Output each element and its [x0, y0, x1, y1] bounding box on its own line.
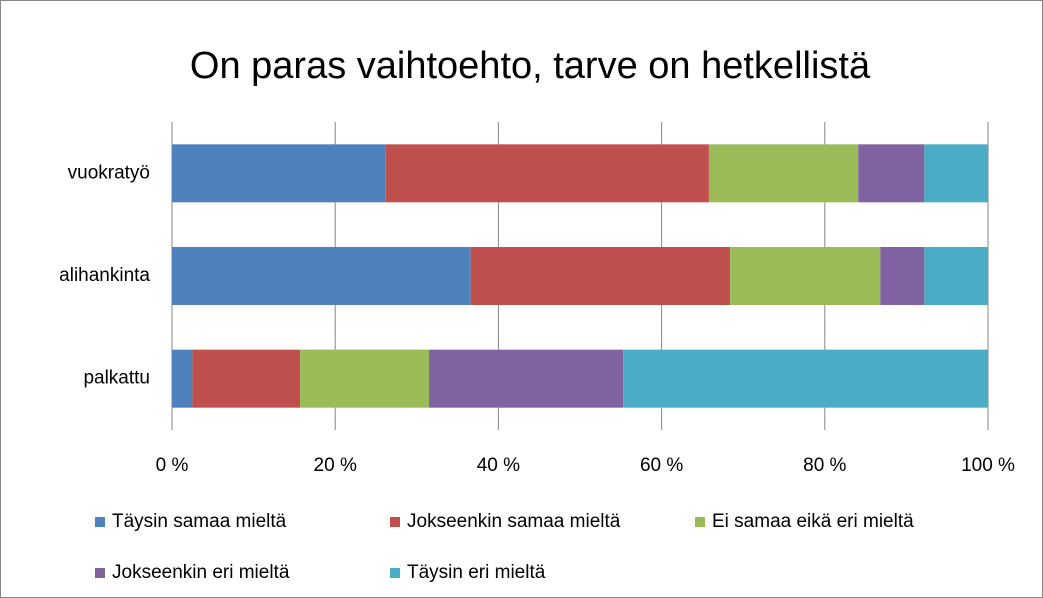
- bar-segment: [172, 349, 193, 408]
- legend-label: Jokseenkin eri mieltä: [112, 562, 290, 583]
- legend-swatch: [390, 568, 400, 578]
- y-tick-label: palkattu: [83, 368, 150, 389]
- bar-segment: [708, 144, 859, 203]
- legend-label: Ei samaa eikä eri mieltä: [712, 511, 914, 532]
- legend-label: Täysin eri mieltä: [407, 562, 546, 583]
- bar-segment: [300, 349, 430, 408]
- bar-segment: [470, 247, 731, 305]
- y-tick-label: vuokratyö: [68, 162, 150, 183]
- bar-segment: [172, 247, 471, 305]
- y-tick-label: alihankinta: [59, 265, 150, 286]
- bar-segment: [429, 349, 624, 408]
- bar-segment: [623, 349, 988, 408]
- bar-segment: [924, 247, 988, 305]
- x-tick-label: 100 %: [961, 455, 1015, 476]
- x-tick-label: 20 %: [314, 455, 357, 476]
- legend-swatch: [95, 517, 105, 527]
- bar-segment: [192, 349, 301, 408]
- legend-swatch: [95, 568, 105, 578]
- bar-segment: [385, 144, 709, 203]
- bar-segment: [730, 247, 881, 305]
- legend-label: Jokseenkin samaa mieltä: [407, 511, 621, 532]
- legend-label: Täysin samaa mieltä: [112, 511, 287, 532]
- legend-swatch: [695, 517, 705, 527]
- chart-title: On paras vaihtoehto, tarve on hetkellist…: [190, 45, 871, 87]
- x-tick-label: 80 %: [803, 455, 846, 476]
- bar-segment: [858, 144, 925, 203]
- bar-segment: [924, 144, 988, 203]
- x-tick-label: 40 %: [477, 455, 520, 476]
- x-tick-label: 0 %: [156, 455, 189, 476]
- legend-swatch: [390, 517, 400, 527]
- x-tick-label: 60 %: [640, 455, 683, 476]
- bar-segment: [172, 144, 386, 203]
- bar-segment: [880, 247, 925, 305]
